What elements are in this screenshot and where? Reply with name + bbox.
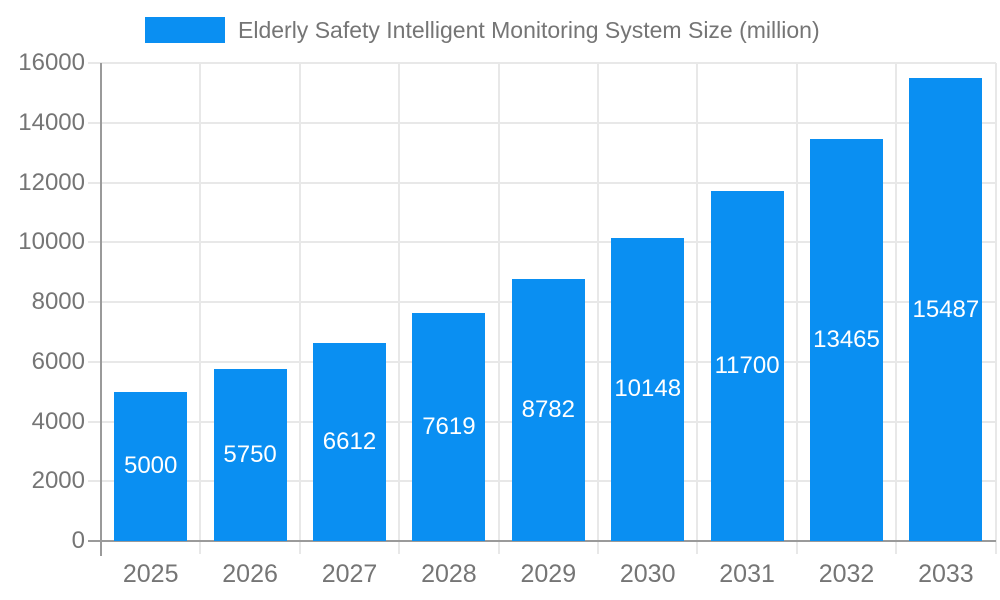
gridline-horizontal <box>88 121 996 124</box>
bar <box>909 78 983 541</box>
bar <box>810 138 883 541</box>
y-axis-label: 0 <box>71 527 85 554</box>
y-axis-label: 14000 <box>18 108 85 136</box>
x-axis-label: 2031 <box>719 560 775 588</box>
x-axis-label: 2028 <box>421 560 477 588</box>
legend-label: Elderly Safety Intelligent Monitoring Sy… <box>238 17 820 43</box>
y-axis-label: 2000 <box>31 467 85 495</box>
gridline-vertical <box>696 63 699 554</box>
gridline-vertical <box>994 63 997 554</box>
gridline-horizontal <box>88 241 996 244</box>
y-axis-label: 10000 <box>18 228 85 256</box>
bar <box>710 191 784 541</box>
gridline-vertical <box>895 63 898 554</box>
x-axis-line <box>88 540 996 542</box>
gridline-vertical <box>199 63 202 554</box>
bar-value-label: 8782 <box>521 395 575 423</box>
x-axis-label: 2033 <box>918 560 974 588</box>
y-axis-label: 6000 <box>31 347 85 375</box>
bar-value-label: 6612 <box>322 428 377 456</box>
gridline-horizontal <box>88 62 996 64</box>
legend-color-swatch <box>145 17 225 43</box>
x-axis-label: 2029 <box>520 560 577 588</box>
bar <box>511 278 585 541</box>
gridline-vertical <box>597 63 599 554</box>
bar <box>412 313 486 541</box>
x-axis-label: 2027 <box>321 560 378 588</box>
y-axis-label: 12000 <box>18 168 85 196</box>
bar <box>213 369 287 541</box>
gridline-vertical <box>795 63 798 554</box>
legend: Elderly Safety Intelligent Monitoring Sy… <box>145 17 820 43</box>
bar <box>114 391 188 541</box>
bar-value-label: 5000 <box>123 452 178 480</box>
bar-value-label: 11700 <box>714 352 780 380</box>
y-axis-line <box>100 63 102 556</box>
bar-value-label: 15487 <box>912 295 980 323</box>
gridline-vertical <box>298 63 301 554</box>
bar-value-label: 7619 <box>422 413 476 441</box>
bar-value-label: 13465 <box>813 325 880 353</box>
x-axis-label: 2025 <box>122 560 179 588</box>
gridline-vertical <box>497 63 500 554</box>
gridline-horizontal <box>88 181 996 184</box>
gridline-vertical <box>398 63 401 554</box>
bar <box>313 343 386 541</box>
bar-value-label: 10148 <box>614 375 682 403</box>
x-axis-label: 2026 <box>222 560 278 588</box>
bar <box>611 237 685 541</box>
y-axis-label: 16000 <box>18 49 85 76</box>
x-axis-label: 2032 <box>818 560 875 588</box>
y-axis-label: 4000 <box>31 407 85 435</box>
y-axis-label: 8000 <box>31 288 85 315</box>
bar-value-label: 5750 <box>223 441 277 469</box>
x-axis-label: 2030 <box>619 560 676 588</box>
